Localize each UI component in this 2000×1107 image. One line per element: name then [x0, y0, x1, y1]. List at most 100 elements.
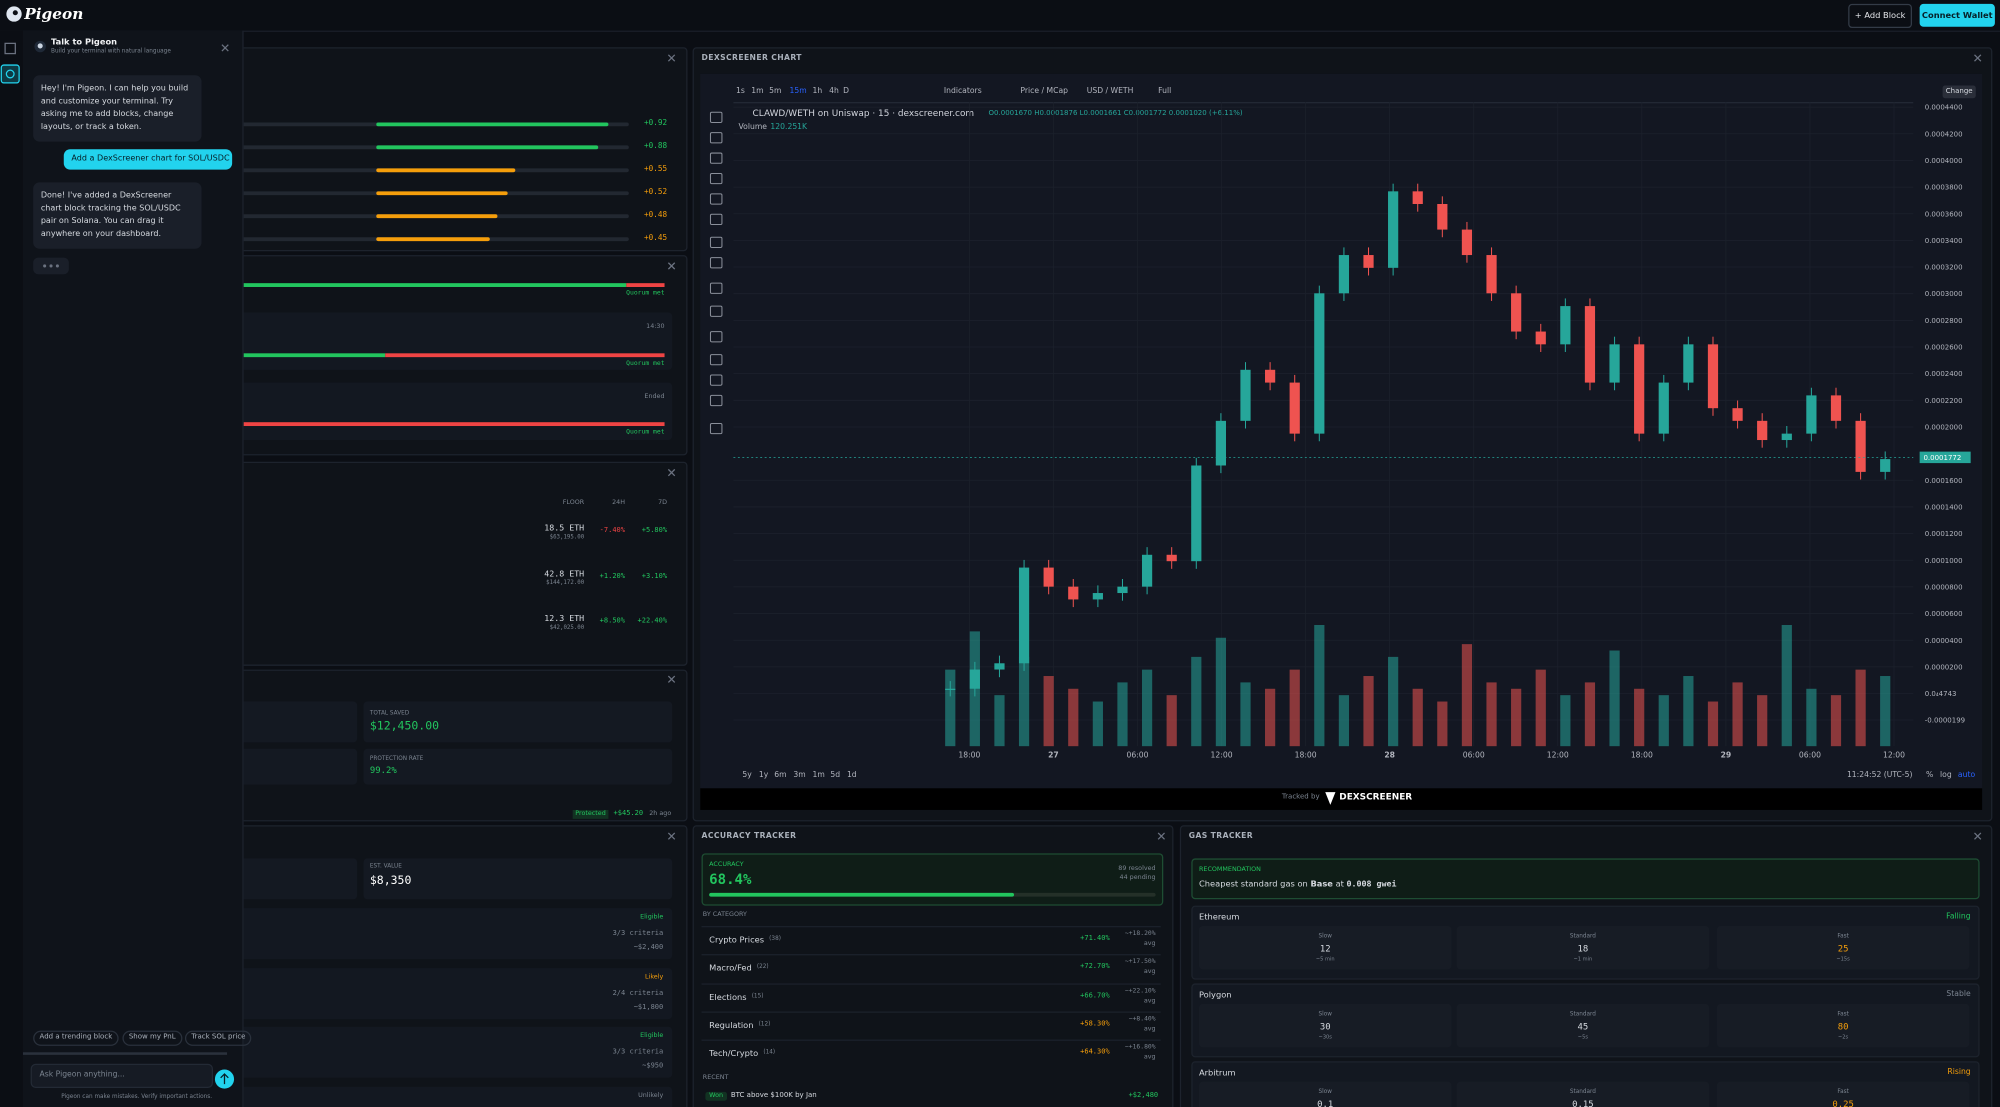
avg-word: avg: [1143, 968, 1156, 977]
chain-name: Ethereum: [1198, 911, 1240, 923]
category-pct: +71.40%: [1080, 934, 1110, 943]
accuracy-box: [701, 853, 1164, 906]
category-avg: ~+18.20%: [1124, 929, 1156, 938]
table-header: 24H: [612, 498, 625, 507]
amount: ~$2,400: [633, 943, 664, 952]
quorum-status: Quorum met: [626, 428, 665, 437]
yes-bar: [191, 353, 386, 358]
toolbar-item[interactable]: Indicators: [943, 86, 982, 96]
toolbar-item[interactable]: 5m: [769, 86, 782, 96]
logo: Pigeon: [24, 5, 84, 23]
gas-value: 0.008 gwei: [1346, 878, 1397, 890]
floor-usd: $63,195.00: [549, 534, 585, 541]
suggestion-chip[interactable]: Add a trending block: [33, 1030, 119, 1046]
speed-box: [1716, 1003, 1970, 1048]
close-icon[interactable]: [667, 262, 676, 270]
range-button[interactable]: 5d: [830, 770, 841, 780]
stat-label: PROTECTION RATE: [369, 756, 424, 763]
protection-block: [191, 669, 688, 822]
row-divider: [701, 1039, 1161, 1042]
toolbar-item[interactable]: 1h: [812, 86, 823, 96]
change: +5.80%: [641, 526, 668, 535]
chat-input[interactable]: [30, 1063, 214, 1089]
close-icon[interactable]: [221, 44, 229, 52]
toolbar-item[interactable]: 1s: [735, 86, 745, 96]
score-bar: [376, 122, 609, 127]
accuracy-bar: [709, 892, 1015, 897]
range-button[interactable]: 1d: [846, 770, 857, 780]
score-bar: [376, 191, 508, 196]
amount: ~$1,800: [633, 1003, 664, 1011]
criteria: 3/3 criteria: [612, 929, 664, 938]
range-button[interactable]: 6m: [774, 770, 787, 780]
no-bar: [191, 422, 665, 427]
chain-trend: Stable: [1946, 989, 1971, 999]
speed-box: [1716, 1081, 1970, 1107]
toolbar-item[interactable]: Price / MCap: [1020, 86, 1069, 96]
speed-label: Standard: [1569, 1089, 1596, 1096]
panel-title: DEXSCREENER CHART: [701, 53, 802, 63]
vote-box: [191, 312, 673, 370]
toolbar-item[interactable]: USD / WETH: [1086, 86, 1134, 96]
gas-price: 80: [1837, 1021, 1849, 1032]
category-count: (15): [751, 993, 764, 1000]
add-block-button[interactable]: + Add Block: [1848, 3, 1912, 29]
row-divider: [701, 1011, 1161, 1013]
chain-name: Arbitrum: [1198, 1067, 1236, 1078]
table-header: FLOOR: [562, 498, 585, 507]
floor: 42.8 ETH: [544, 568, 585, 579]
toolbar-item[interactable]: 4h: [829, 86, 839, 96]
toolbar-item[interactable]: 15m: [789, 86, 807, 96]
airdrop-row: [191, 1026, 673, 1078]
gas-price: 25: [1837, 943, 1849, 955]
close-icon[interactable]: [667, 54, 676, 62]
suggestion-chip[interactable]: Show my PnL: [122, 1030, 183, 1046]
floor: 12.3 ETH: [544, 613, 585, 624]
score-value: +0.48: [644, 210, 668, 220]
range-button[interactable]: 3m: [793, 770, 806, 780]
stat-label: TOTAL SAVED: [369, 710, 410, 717]
speed-box: [1456, 1081, 1710, 1107]
scale-option[interactable]: auto: [1957, 770, 1976, 780]
change: +1.20%: [599, 572, 625, 580]
airdrop-row: [191, 908, 673, 960]
close-icon[interactable]: [1974, 832, 1982, 840]
range-button[interactable]: 5y: [742, 770, 752, 780]
close-icon[interactable]: [667, 832, 676, 840]
icon-rail: [0, 30, 25, 1107]
change-button[interactable]: Change: [1942, 85, 1976, 99]
close-icon[interactable]: [1157, 832, 1165, 840]
close-icon[interactable]: [1974, 54, 1982, 62]
floor-usd: $42,025.00: [549, 624, 585, 632]
speed-label: Fast: [1837, 1089, 1849, 1096]
speed-box: [1716, 926, 1970, 970]
toolbar-item[interactable]: D: [843, 86, 850, 96]
section-label: RECENT: [702, 1073, 729, 1082]
category-pct: +66.70%: [1080, 991, 1110, 1000]
recommendation-box: [1191, 858, 1980, 900]
close-icon[interactable]: [667, 675, 676, 683]
drawing-tools[interactable]: [709, 111, 724, 444]
speed-box: [1198, 1081, 1452, 1107]
stat-value: 99.2%: [369, 765, 397, 776]
suggestion-chip[interactable]: Track SOL price: [184, 1030, 252, 1046]
speed-box: [1456, 926, 1710, 970]
send-button[interactable]: [214, 1069, 235, 1089]
range-button[interactable]: 1y: [758, 770, 769, 780]
close-icon[interactable]: [667, 468, 676, 477]
input-placeholder: Ask Pigeon anything...: [39, 1070, 125, 1080]
stat-box: [363, 701, 673, 743]
stat-value: $12,450.00: [369, 720, 440, 734]
toolbar-item[interactable]: Full: [1158, 86, 1172, 96]
row-divider: [701, 926, 1161, 928]
scale-option[interactable]: %: [1926, 770, 1934, 780]
nft-block: [191, 461, 688, 666]
range-button[interactable]: 1m: [812, 770, 825, 780]
recent-amount: +$2,480: [1128, 1091, 1159, 1100]
scale-option[interactable]: log: [1940, 770, 1952, 780]
connect-wallet-button[interactable]: Connect Wallet: [1919, 3, 1995, 27]
avatar: [34, 40, 46, 53]
toolbar-item[interactable]: 1m: [751, 86, 764, 96]
gas-price: 18: [1577, 943, 1589, 955]
